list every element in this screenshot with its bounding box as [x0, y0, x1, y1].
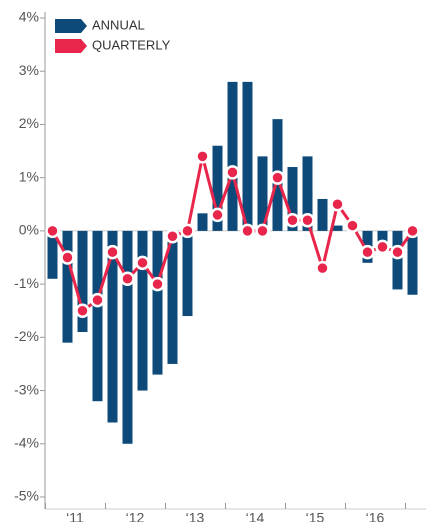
bar [302, 156, 313, 231]
bar [287, 167, 298, 231]
bar [197, 213, 208, 231]
point [135, 255, 150, 271]
point [165, 228, 180, 244]
bar [107, 230, 118, 423]
bar [77, 230, 88, 333]
point [75, 303, 90, 318]
point [405, 223, 420, 239]
point [285, 212, 300, 228]
bar [122, 230, 133, 444]
y-tick-label: 2% [19, 115, 39, 131]
y-tick-label: 3% [19, 62, 39, 78]
x-tick-label: ‘12 [126, 510, 145, 522]
legend-swatch [55, 19, 87, 33]
point [300, 212, 315, 228]
x-tick-label: ‘14 [246, 510, 265, 522]
point [240, 223, 255, 239]
bar [212, 145, 223, 231]
bar [137, 230, 148, 391]
point [330, 197, 345, 212]
bar [167, 230, 178, 364]
point [120, 271, 135, 287]
bar [182, 230, 193, 317]
bar [92, 230, 103, 402]
point [180, 223, 195, 239]
bar [257, 156, 268, 231]
point [105, 244, 120, 260]
y-tick-label: -4% [14, 434, 39, 450]
y-tick-label: -3% [14, 381, 39, 397]
bar [317, 198, 328, 231]
y-tick-label: 4% [19, 9, 39, 25]
legend-swatch [55, 39, 87, 53]
x-tick-label: ‘13 [186, 510, 205, 522]
bar [407, 230, 418, 295]
bar [47, 230, 58, 279]
legend-label: ANNUAL [92, 17, 145, 32]
point [375, 239, 390, 255]
y-tick-label: 1% [19, 168, 39, 184]
y-tick-label: -2% [14, 328, 39, 344]
y-tick-label: -1% [14, 275, 39, 291]
bar [227, 81, 238, 231]
bar [152, 230, 163, 375]
x-tick-label: ‘11 [66, 510, 84, 522]
bar [62, 230, 73, 343]
point [210, 207, 225, 223]
bar [377, 230, 388, 247]
point [270, 170, 285, 185]
point [315, 260, 330, 276]
legend-label: QUARTERLY [92, 37, 171, 52]
x-tick-label: ‘15 [306, 510, 325, 522]
point [345, 218, 360, 233]
point [45, 223, 60, 239]
bar [332, 225, 343, 231]
point [90, 292, 105, 308]
point [195, 149, 210, 164]
point [60, 250, 75, 265]
point [390, 244, 405, 260]
point [150, 276, 165, 292]
y-tick-label: 0% [19, 222, 39, 238]
bar [392, 230, 403, 290]
bar [242, 81, 253, 231]
point [225, 165, 240, 180]
point [255, 223, 270, 239]
point [360, 244, 375, 260]
x-tick-label: ‘16 [366, 510, 385, 522]
y-tick-label: -5% [14, 488, 39, 504]
